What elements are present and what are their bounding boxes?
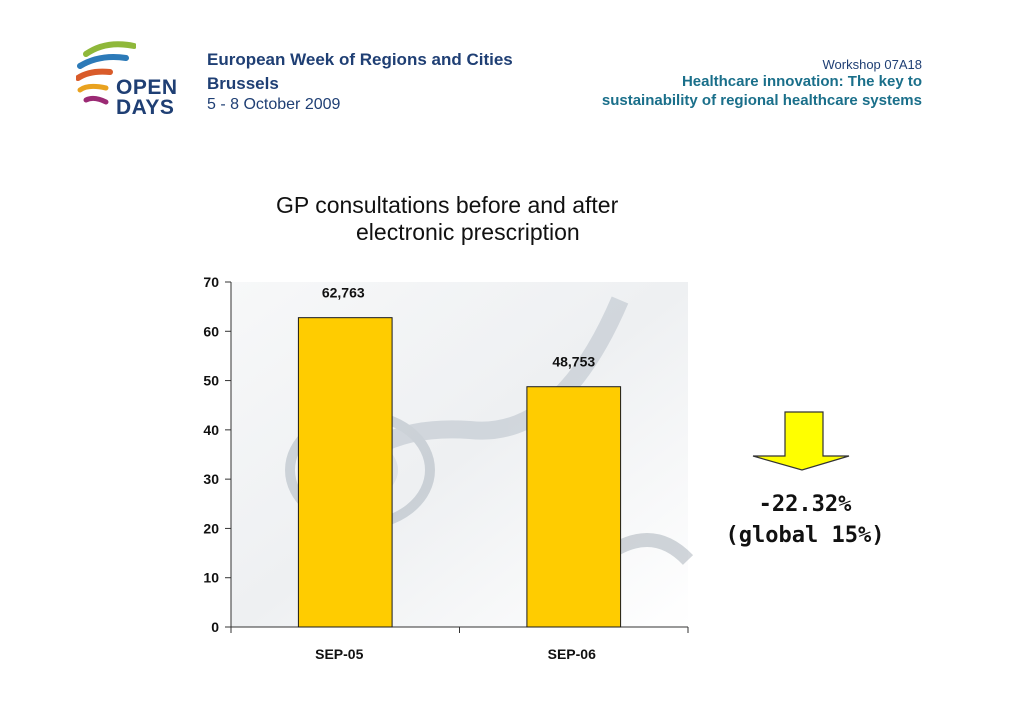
y-tick-label: 40 [203, 422, 219, 438]
y-tick-label: 10 [203, 570, 219, 586]
logo-swirl-icon [76, 41, 136, 105]
y-tick-label: 60 [203, 323, 219, 339]
y-tick-label: 0 [211, 619, 219, 635]
change-percent: -22.32% [758, 492, 852, 517]
global-percent: (global 15%) [725, 523, 885, 548]
y-tick-label: 30 [203, 471, 219, 487]
bar-data-label: 62,763 [322, 285, 365, 301]
y-tick-label: 50 [203, 373, 219, 389]
chart-title-line2: electronic prescription [356, 219, 580, 245]
y-tick-label: 20 [203, 520, 219, 536]
bar-sep-05 [297, 317, 393, 628]
bar-data-label: 48,753 [552, 354, 595, 370]
chart-title: GP consultations before and after electr… [276, 192, 656, 246]
workshop-title-line1: Healthcare innovation: The key to [681, 73, 922, 90]
x-tick-label: SEP-05 [315, 646, 363, 662]
logo-dates: 5 - 8 October 2009 [207, 96, 341, 113]
bar-sep-06 [526, 386, 622, 628]
workshop-code: Workshop 07A18 [822, 57, 923, 72]
logo-days-word: DAYS [116, 96, 175, 119]
result-box: -22.32% (global 15%) [700, 489, 910, 551]
workshop-title-line2: sustainability of regional healthcare sy… [601, 92, 922, 109]
logo-event-title: European Week of Regions and Cities [207, 50, 513, 69]
x-tick-label: SEP-06 [548, 646, 596, 662]
chart-title-line1: GP consultations before and after [276, 192, 619, 218]
y-tick-label: 70 [203, 274, 219, 290]
logo-open-word: OPEN [116, 76, 178, 99]
logo-city: Brussels [207, 74, 279, 93]
down-arrow-icon [752, 411, 850, 471]
open-days-logo: OPEN DAYS European Week of Regions and C… [76, 32, 513, 119]
